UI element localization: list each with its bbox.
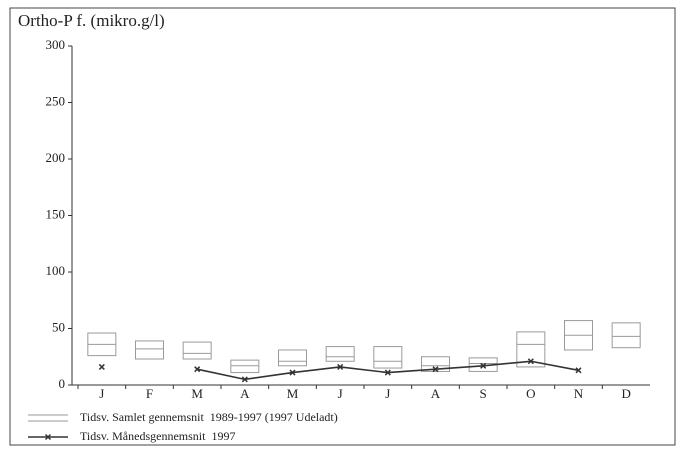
y-tick-label: 250 [46,93,66,108]
marker [289,369,296,376]
chart-title: Ortho-P f. (mikro.g/l) [18,11,165,30]
box [325,346,355,362]
x-tick-label: A [240,386,250,401]
line [197,360,579,381]
x-tick-label: A [431,386,441,401]
marker [194,366,201,373]
marker [337,363,344,370]
marker [527,358,534,365]
y-tick-label: 100 [46,263,66,278]
x-tick-label: N [574,386,584,401]
legend-label: Tidsv. Samlet gennemsnit 1989-1997 (1997… [80,410,338,424]
marker [384,369,391,376]
frame [9,7,676,446]
y-tick-label: 150 [46,206,66,221]
x-tick-label: J [385,386,390,401]
x-tick-label: M [191,386,203,401]
box [278,349,307,367]
x-tick-label: J [338,386,343,401]
box [230,359,260,374]
marker [575,367,582,374]
y-tick-label: 300 [46,37,66,52]
x-tick-label: F [146,386,153,401]
x-tick-label: D [621,386,630,401]
y-tick-label: 0 [59,376,66,391]
y-tick-label: 50 [52,319,65,334]
legend-label: Tidsv. Månedsgennemsnit 1997 [80,429,235,443]
box [182,341,212,360]
box [516,331,546,368]
x-tick-label: O [526,386,535,401]
box [373,346,403,369]
y-tick-label: 200 [46,150,66,165]
x-tick-label: J [99,386,104,401]
box [421,356,450,372]
marker [98,363,105,370]
box [611,322,641,349]
marker [432,366,439,373]
marker [480,362,487,369]
box [135,340,164,360]
legend-marker [44,433,52,441]
marker [241,376,248,383]
x-tick-label: M [287,386,299,401]
x-tick-label: S [480,386,487,401]
